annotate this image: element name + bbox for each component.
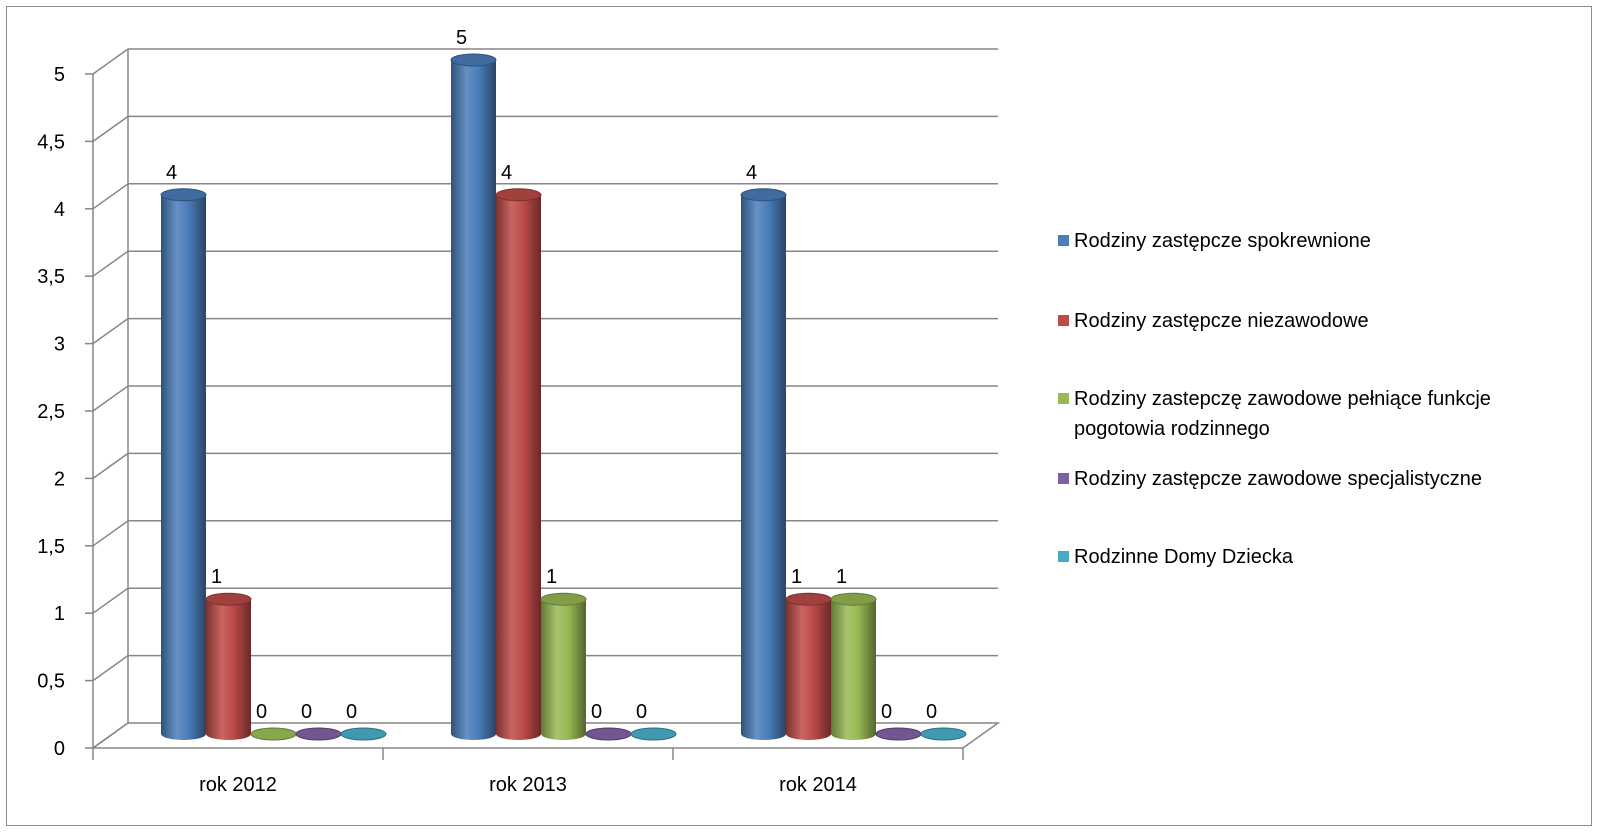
bar	[495, 188, 542, 741]
y-tick-label: 4	[54, 199, 65, 221]
bar-top	[295, 727, 342, 741]
legend-item: Rodzinne Domy Dziecka	[1058, 546, 1294, 568]
bar	[160, 188, 207, 741]
legend-label: Rodziny zastępcze spokrewnione	[1074, 230, 1371, 252]
bar-top	[450, 53, 497, 67]
y-tick-label: 4,5	[37, 131, 65, 153]
data-label: 1	[836, 566, 847, 588]
bar-top	[830, 592, 877, 606]
gridline-side	[92, 115, 129, 143]
legend-label: Rodzinne Domy Dziecka	[1074, 546, 1294, 568]
bar-body	[206, 599, 251, 740]
legend-label: Rodziny zastępcze niezawodowe	[1074, 310, 1369, 332]
bar-body	[786, 599, 831, 740]
y-tick-label: 0	[54, 738, 65, 760]
gridlines	[92, 48, 998, 749]
data-labels: 4 1 0 0 0 5 4 1 0 0 4 1 1 0 0	[166, 27, 937, 723]
bar-top	[585, 727, 632, 741]
bar-top	[785, 592, 832, 606]
y-tick-label: 1,5	[37, 536, 65, 558]
bar-top	[495, 188, 542, 202]
bar	[205, 592, 252, 740]
bar-top	[740, 188, 787, 202]
bar	[830, 592, 877, 740]
gridline-side	[92, 722, 129, 749]
gridline-side	[92, 385, 129, 412]
data-label: 0	[591, 701, 602, 723]
data-label: 0	[256, 701, 267, 723]
legend-swatch	[1058, 393, 1069, 404]
legend: Rodziny zastępcze spokrewnione Rodziny za…	[1058, 230, 1491, 568]
legend-swatch	[1058, 235, 1069, 246]
x-tick-label: rok 2012	[199, 774, 277, 796]
axes: 0 0,5 1 1,5 2 2,5 3 3,5 4 4,5 5 rok 2012 rok 2013 rok…	[37, 64, 964, 796]
bar	[450, 53, 497, 740]
gridline-side	[92, 48, 129, 75]
legend-item: Rodziny zastępcze zawodowe specjalistycz…	[1058, 468, 1482, 490]
bar-top	[630, 727, 677, 741]
legend-swatch	[1058, 315, 1069, 326]
bar	[340, 727, 387, 741]
gridline-side	[92, 654, 129, 682]
bar	[540, 592, 587, 740]
data-label: 1	[791, 566, 802, 588]
bar-body	[161, 194, 206, 741]
bar-body	[541, 599, 586, 740]
bar	[875, 727, 922, 741]
y-tick-label: 3	[54, 334, 65, 356]
bar-top	[875, 727, 922, 741]
data-label: 5	[456, 27, 467, 49]
bar	[630, 727, 677, 741]
data-label: 1	[211, 566, 222, 588]
x-tick-label: rok 2014	[779, 774, 857, 796]
y-tick-label: 2,5	[37, 401, 65, 423]
bar	[740, 188, 787, 741]
y-tick-label: 3,5	[37, 266, 65, 288]
gridline-side	[92, 520, 129, 547]
bar-top	[340, 727, 387, 741]
gridline-side	[92, 183, 129, 210]
y-tick-label: 1	[54, 603, 65, 625]
legend-item: Rodziny zastepczę zawodowe pełniące funk…	[1058, 388, 1491, 440]
bar-top	[160, 188, 207, 202]
bars	[160, 53, 967, 741]
bar-body	[831, 599, 876, 740]
bar	[585, 727, 632, 741]
bar-top	[920, 727, 967, 741]
bar-body	[496, 194, 541, 741]
legend-label: Rodziny zastepczę zawodowe pełniące funk…	[1074, 388, 1491, 440]
bar	[785, 592, 832, 740]
gridline-side	[92, 250, 129, 277]
bar	[250, 727, 297, 741]
bar-top	[205, 592, 252, 606]
y-tick-label: 2	[54, 468, 65, 490]
legend-item: Rodziny zastępcze spokrewnione	[1058, 230, 1371, 252]
data-label: 0	[881, 701, 892, 723]
bar-body	[741, 194, 786, 741]
bar	[920, 727, 967, 741]
data-label: 0	[926, 701, 937, 723]
bar-body	[451, 60, 496, 740]
bar	[295, 727, 342, 741]
legend-swatch	[1058, 473, 1069, 484]
gridline-side	[92, 587, 129, 614]
y-tick-label: 5	[54, 64, 65, 86]
data-label: 0	[636, 701, 647, 723]
data-label: 1	[546, 566, 557, 588]
data-label: 0	[346, 701, 357, 723]
bar-top	[540, 592, 587, 606]
legend-swatch	[1058, 551, 1069, 562]
data-label: 4	[166, 162, 177, 184]
legend-item: Rodziny zastępcze niezawodowe	[1058, 310, 1369, 332]
x-tick-label: rok 2013	[489, 774, 567, 796]
data-label: 4	[746, 162, 757, 184]
data-label: 4	[501, 162, 512, 184]
bar-top	[250, 727, 297, 741]
y-tick-label: 0,5	[37, 671, 65, 693]
data-label: 0	[301, 701, 312, 723]
legend-label: Rodziny zastępcze zawodowe specjalistycz…	[1074, 468, 1482, 490]
gridline-side	[92, 452, 129, 480]
gridline-side	[92, 317, 129, 345]
